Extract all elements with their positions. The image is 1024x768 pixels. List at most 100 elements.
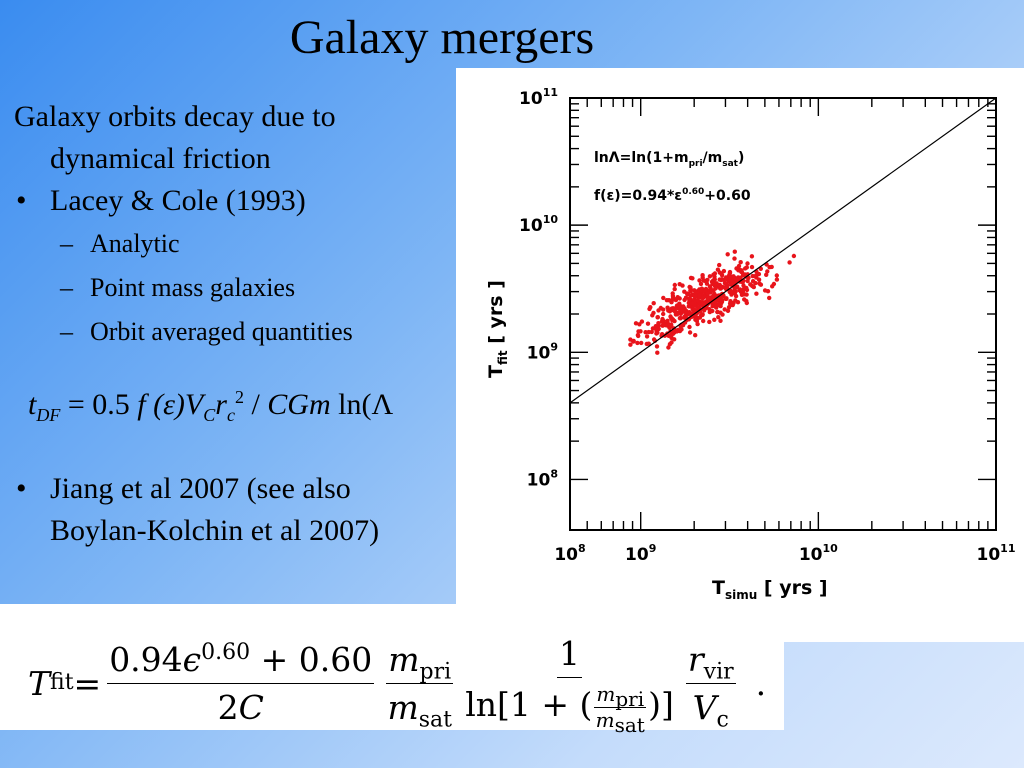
scatter-point	[687, 324, 692, 330]
scatter-point	[750, 273, 755, 279]
scatter-point	[650, 326, 656, 331]
scatter-point	[787, 260, 792, 265]
scatter-point	[705, 295, 711, 300]
f2-num-a: 0.94	[109, 639, 183, 679]
f1-r: r	[215, 388, 227, 421]
bullet-jiang: • Jiang et al 2007 (see also Boylan-Kolch…	[14, 468, 454, 552]
axis-ticks	[569, 97, 997, 530]
scatter-point	[758, 282, 764, 287]
scatter-point	[646, 341, 651, 346]
scatter-point	[767, 295, 772, 301]
scatter-point	[644, 334, 650, 339]
bullet-jiang-line-2: Boylan-Kolchin et al 2007)	[50, 514, 380, 547]
scatter-point	[736, 263, 742, 269]
scatter-point	[636, 329, 641, 334]
scatter-point	[678, 315, 683, 321]
scatter-point	[762, 288, 768, 293]
f2-pri: pri	[419, 659, 452, 685]
scatter-point	[697, 287, 702, 292]
scatter-point	[712, 291, 717, 297]
f1-V: V	[184, 388, 204, 421]
tick-labels: 108 109 1010 1011 108 109 1010 1011	[519, 86, 1015, 565]
scatter-point	[771, 281, 777, 287]
scatter-point	[709, 288, 714, 293]
scatter-point	[651, 301, 656, 306]
scatter-point	[655, 315, 660, 320]
scatter-point	[722, 307, 727, 312]
f2-fraction-1: 0.94ϵ0.60 + 0.60 2C	[107, 639, 375, 727]
scatter-point	[669, 316, 675, 321]
f2-den-a: 2	[217, 687, 239, 727]
scatter-point	[739, 268, 744, 273]
scatter-point	[746, 275, 751, 281]
scatter-point	[718, 286, 724, 291]
scatter-point	[724, 296, 729, 301]
intro-line-2: dynamical friction	[50, 142, 271, 175]
scatter-point	[672, 296, 677, 302]
sub-marker: –	[60, 229, 73, 258]
sub-bullet-analytic: – Analytic	[14, 222, 454, 266]
scatter-point	[661, 295, 666, 301]
scatter-point	[738, 260, 743, 265]
scatter-point	[753, 273, 759, 278]
scatter-point	[693, 293, 698, 299]
bullet-marker: •	[16, 184, 27, 217]
f1-r-sup: 2	[234, 387, 244, 407]
scatter-point	[756, 277, 762, 282]
scatter-point	[712, 317, 717, 322]
scatter-point	[701, 318, 706, 324]
scatter-point	[695, 321, 700, 327]
scatter-point	[658, 305, 663, 311]
scatter-point	[693, 317, 698, 322]
sub-bullet-text: Orbit averaged quantities	[90, 317, 353, 346]
f2-period: .	[755, 663, 767, 703]
scatter-point	[684, 291, 690, 296]
scatter-point	[727, 277, 732, 282]
scatter-plot-panel: 108 109 1010 1011 108 109 1010 1011 lnΛ=ln(1+mp…	[456, 68, 1024, 642]
f2-ln-close: )]	[648, 685, 674, 724]
scatter-point	[656, 321, 661, 326]
scatter-point	[711, 272, 716, 277]
f2-ln-open: ln[1 + (	[465, 685, 593, 724]
scatter-point	[764, 272, 769, 277]
f2-equals: =	[73, 663, 102, 703]
f1-ln: ln(Λ	[330, 388, 394, 421]
y-tick-label: 1010	[519, 213, 558, 236]
scatter-point	[712, 281, 717, 286]
sub-bullet-point-mass: – Point mass galaxies	[14, 266, 454, 310]
scatter-point	[682, 314, 688, 319]
scatter-point	[712, 300, 718, 306]
scatter-point	[707, 274, 713, 279]
f1-V-sub: C	[203, 405, 216, 425]
sub-bullet-text: Point mass galaxies	[90, 273, 296, 302]
scatter-point	[744, 287, 750, 293]
sub-bullet-text: Analytic	[90, 229, 180, 258]
y-tick-label: 1011	[519, 86, 558, 109]
scatter-point	[707, 319, 712, 325]
scatter-point	[661, 318, 666, 324]
annotation-f-epsilon: f(ε)=0.94*ε0.60+0.60	[594, 187, 751, 204]
scatter-point	[688, 293, 693, 298]
scatter-point	[717, 270, 722, 275]
f2-pri: pri	[615, 687, 645, 711]
f2-m: m	[596, 682, 616, 706]
scatter-point	[700, 312, 705, 318]
scatter-point	[677, 282, 682, 287]
f2-fraction-3: 1 ln[1 + (mpri msat)]	[465, 634, 674, 735]
scatter-point	[718, 318, 723, 323]
scatter-point	[735, 300, 741, 305]
scatter-point	[695, 305, 701, 310]
f2-sat: sat	[614, 713, 645, 737]
scatter-point	[628, 337, 633, 342]
scatter-point	[705, 277, 710, 283]
x-axis-label: Tsimu [ yrs ]	[712, 577, 828, 602]
scatter-point	[754, 291, 759, 296]
f2-num-b: + 0.60	[250, 639, 373, 679]
reference-line	[569, 97, 997, 404]
scatter-point	[717, 282, 722, 288]
f2-r: r	[687, 639, 704, 679]
scatter-point	[674, 312, 680, 317]
bullet-jiang-line-1: • Jiang et al 2007 (see also	[14, 468, 454, 510]
f2-c: c	[716, 707, 729, 733]
